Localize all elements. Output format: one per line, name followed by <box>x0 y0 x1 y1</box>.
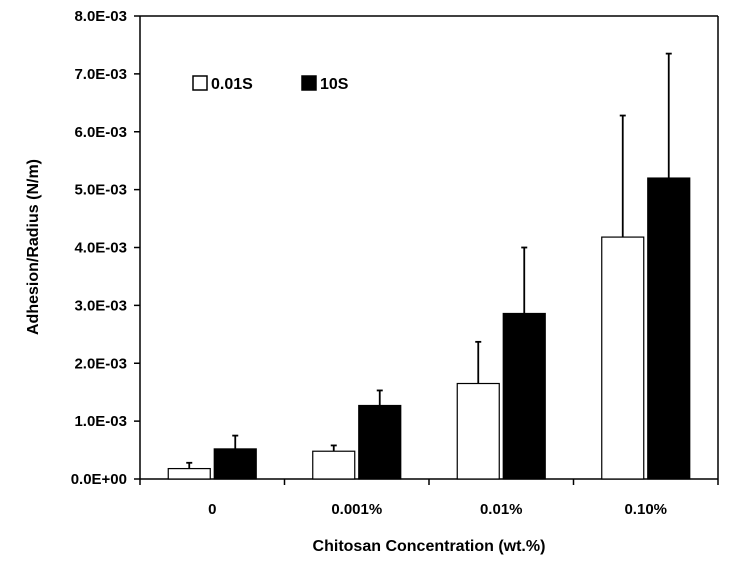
x-axis-title: Chitosan Concentration (wt.%) <box>313 538 546 555</box>
x-tick-label: 0.001% <box>331 501 382 518</box>
x-axis-ticks: 0 0.001% 0.01% 0.10% <box>139 479 719 518</box>
y-axis-ticks: 0.0E+00 1.0E-03 2.0E-03 3.0E-03 4.0E-03 5.0E-… <box>71 8 140 488</box>
x-tick-label: 0 <box>208 501 216 518</box>
legend: 0.01S 10S <box>192 75 349 93</box>
y-tick-label: 4.0E-03 <box>74 240 127 257</box>
bar-series-1 <box>312 450 356 480</box>
y-axis-title: Adhesion/Radius (N/m) <box>25 159 42 335</box>
bar-series-1 <box>456 382 500 480</box>
y-tick-label: 5.0E-03 <box>74 182 127 199</box>
x-tick-label: 0.10% <box>624 501 667 518</box>
y-tick-label: 2.0E-03 <box>74 355 127 372</box>
bar-series-2 <box>502 312 546 480</box>
error-bars <box>186 52 672 469</box>
bars <box>167 177 691 480</box>
y-tick-label: 6.0E-03 <box>74 124 127 141</box>
bar-series-2 <box>213 448 257 480</box>
y-tick-label: 3.0E-03 <box>74 297 127 314</box>
legend-swatch-series-2 <box>301 75 317 91</box>
y-tick-label: 8.0E-03 <box>74 8 127 25</box>
bar-series-2 <box>647 177 691 480</box>
legend-label-series-1: 0.01S <box>211 76 253 93</box>
y-tick-label: 7.0E-03 <box>74 66 127 83</box>
bar-series-1 <box>167 467 211 480</box>
y-tick-label: 0.0E+00 <box>71 471 127 488</box>
legend-label-series-2: 10S <box>320 76 349 93</box>
legend-swatch-series-1 <box>192 75 208 91</box>
bar-series-2 <box>358 404 402 480</box>
y-tick-label: 1.0E-03 <box>74 413 127 430</box>
x-tick-label: 0.01% <box>480 501 523 518</box>
bar-series-1 <box>601 236 645 480</box>
